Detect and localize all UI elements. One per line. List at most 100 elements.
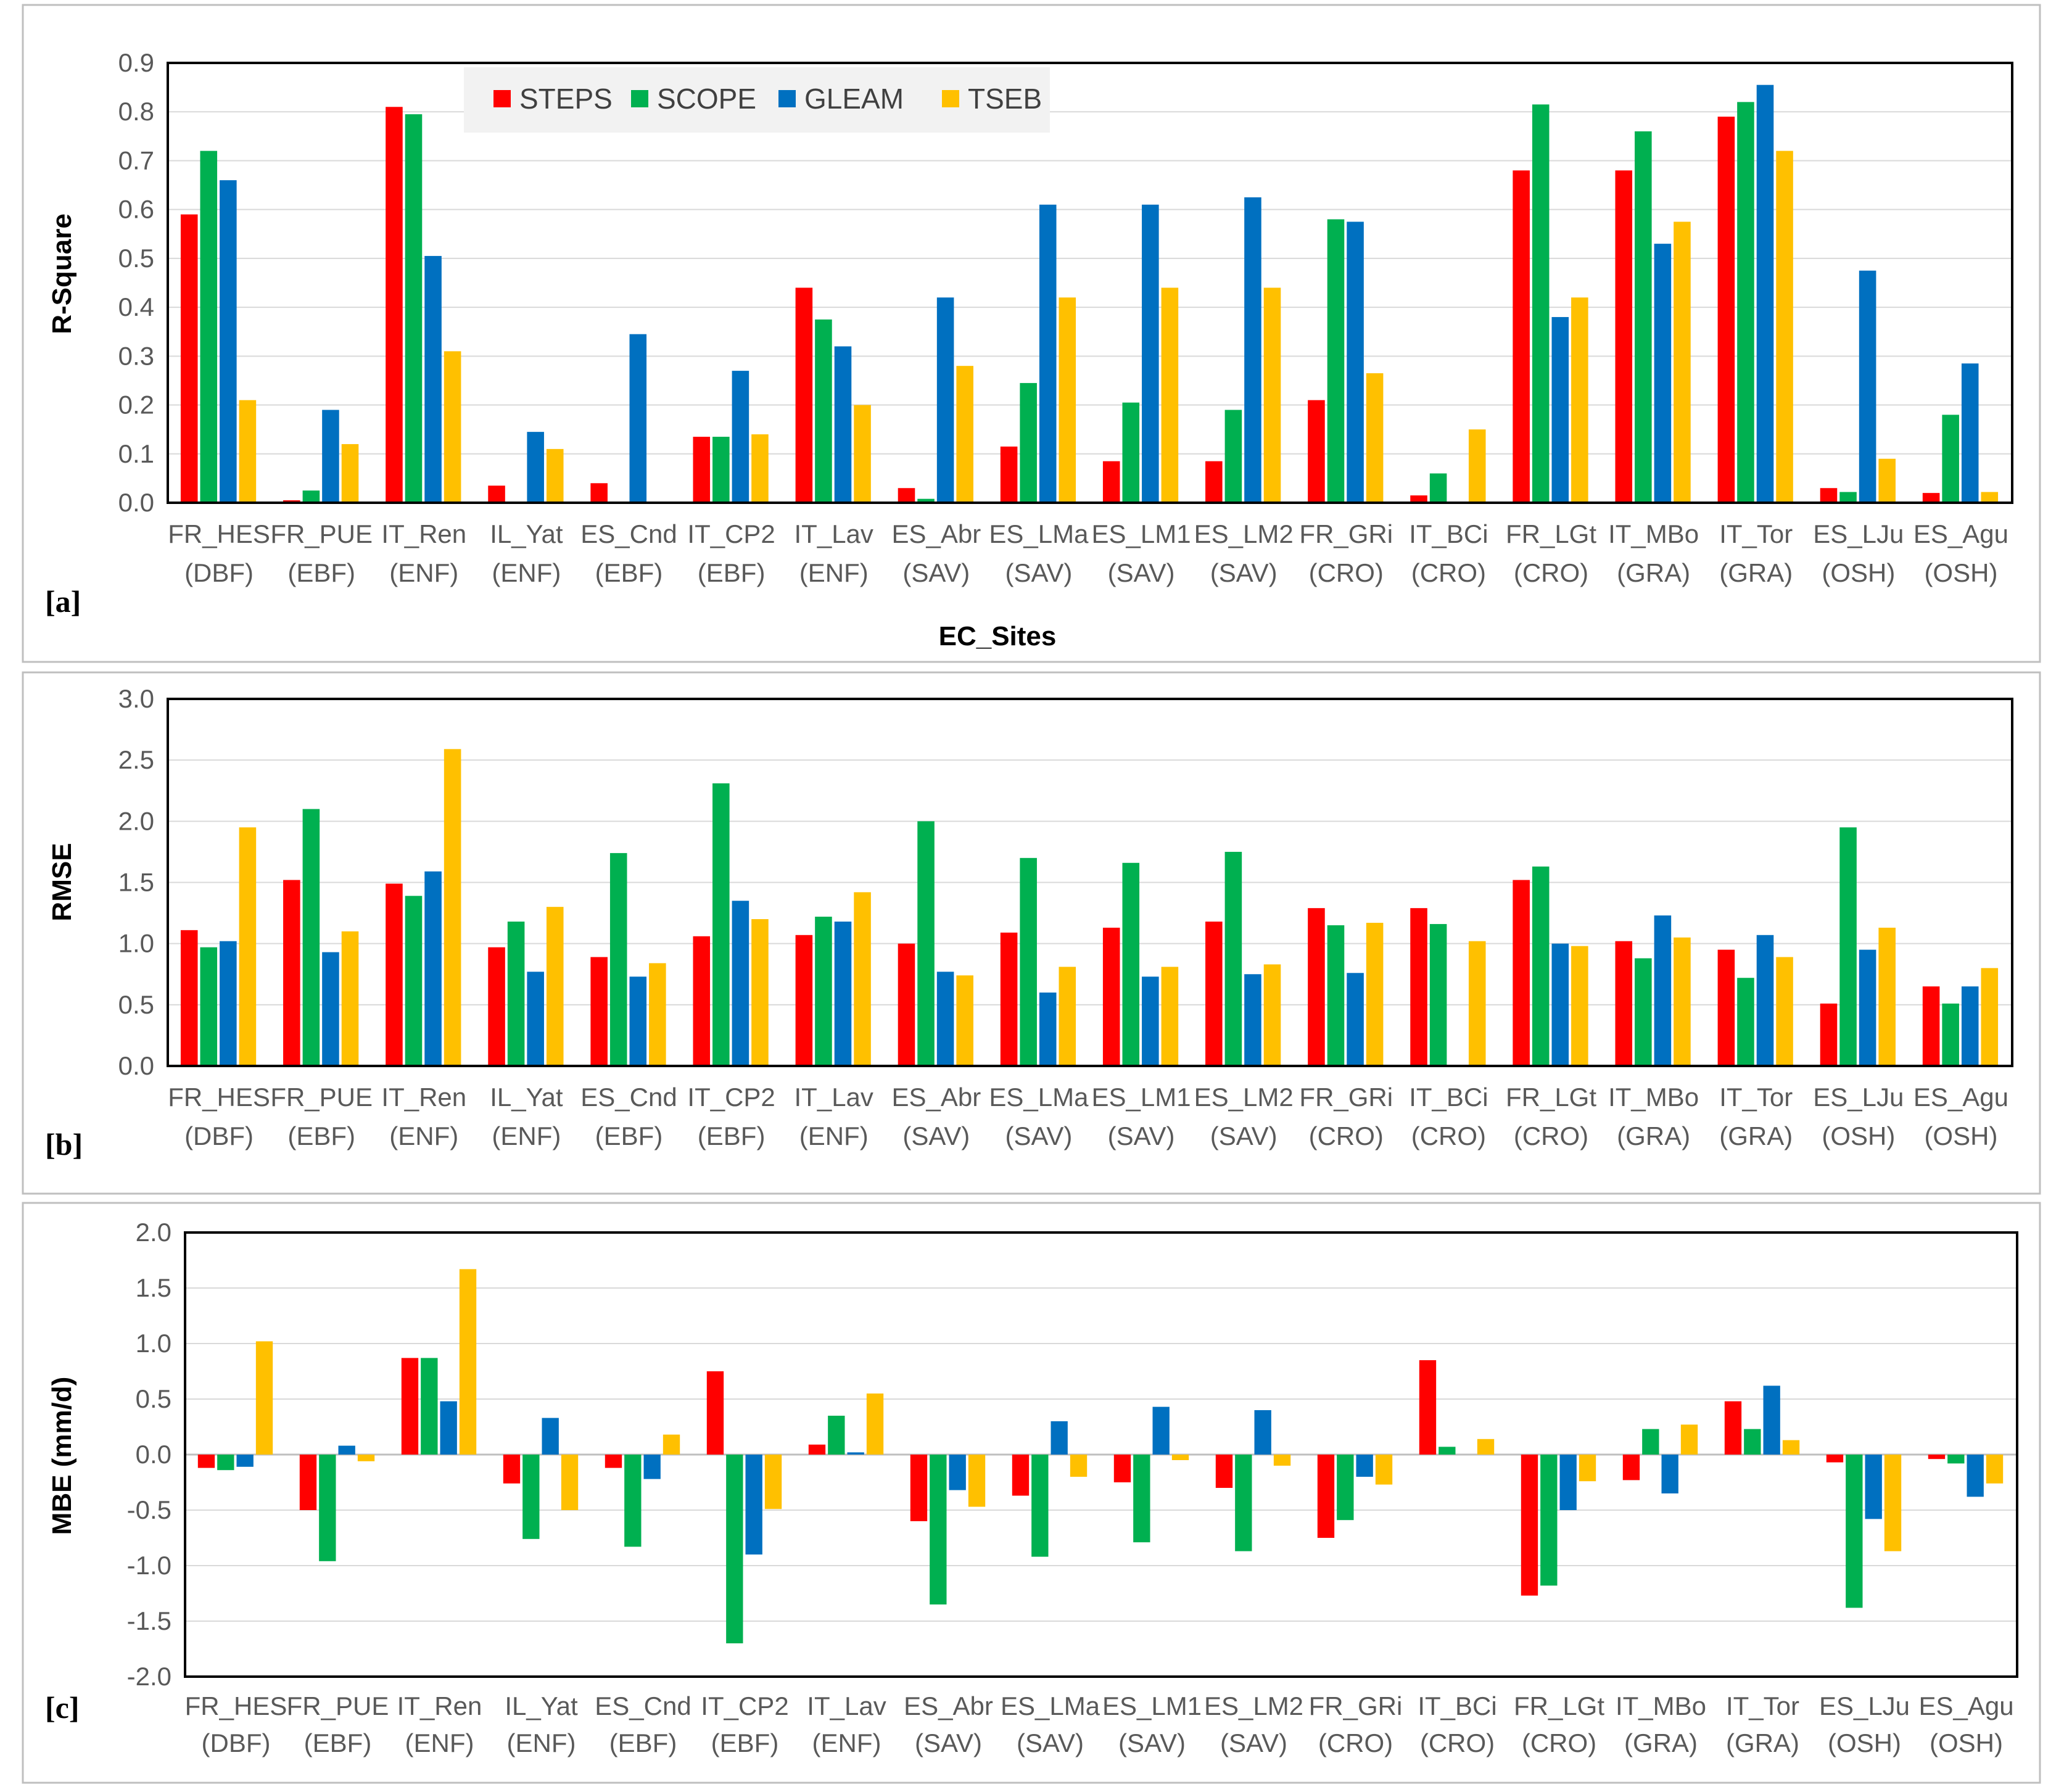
bar-c-scope-fr_hes: [217, 1455, 234, 1471]
bar-a-gleam-fr_gri: [1347, 221, 1364, 503]
panel-b-y-tick-label: 2.5: [118, 745, 154, 774]
panel-b-category-type: (GRA): [1719, 1121, 1793, 1150]
bar-a-tseb-es_abr: [956, 366, 973, 503]
bar-c-scope-fr_gri: [1337, 1455, 1354, 1521]
bar-a-tseb-fr_gri: [1366, 373, 1384, 503]
bar-a-scope-es_lm1: [1122, 402, 1140, 503]
bar-b-scope-it_mbo: [1635, 958, 1652, 1066]
bar-b-gleam-es_lju: [1859, 949, 1876, 1066]
bar-a-steps-it_ren: [386, 107, 403, 503]
bar-b-scope-it_ren: [405, 896, 423, 1066]
panel-b-category-type: (CRO): [1411, 1121, 1486, 1150]
bar-b-scope-il_yat: [507, 921, 525, 1066]
bar-c-gleam-es_lm1: [1152, 1406, 1170, 1455]
bar-c-gleam-il_yat: [542, 1418, 559, 1455]
bar-c-steps-it_ren: [401, 1358, 419, 1455]
bar-c-tseb-fr_hes: [255, 1341, 273, 1455]
bar-c-tseb-it_ren: [459, 1269, 477, 1455]
bar-a-tseb-es_lju: [1878, 458, 1896, 503]
panel-c-bars: [197, 1269, 2004, 1643]
panel-c-category-label: ES_LJu: [1819, 1691, 1910, 1720]
panel-b-category-type: (OSH): [1924, 1121, 1997, 1150]
panel-a-y-tick-label: 0.3: [118, 341, 154, 370]
legend-label-tseb: TSEB: [968, 83, 1042, 115]
bar-c-scope-it_cp2: [726, 1455, 743, 1643]
panel-b-category-type: (EBF): [595, 1121, 663, 1150]
bar-b-steps-it_lav: [795, 935, 813, 1066]
panel-a-y-tick-label: 0.5: [118, 244, 154, 273]
panel-c-category-label: ES_Cnd: [595, 1691, 691, 1720]
panel-c-category-type: (ENF): [812, 1728, 881, 1757]
panel-a-category-label: ES_LMa: [989, 519, 1089, 548]
panel-a-y-tick-label: 0.8: [118, 97, 154, 126]
panel-a-category-type: (GRA): [1719, 558, 1793, 587]
bar-a-steps-it_tor: [1717, 117, 1735, 503]
bar-a-scope-it_ren: [405, 114, 423, 503]
bar-b-gleam-fr_pue: [322, 952, 339, 1066]
panel-c-y-tick-label: -1.0: [127, 1551, 171, 1580]
panel-a-category-label: IT_Tor: [1719, 519, 1793, 548]
panel-c-category-label: IT_Ren: [397, 1691, 482, 1720]
bar-b-gleam-it_cp2: [732, 901, 749, 1066]
bar-b-tseb-il_yat: [546, 907, 564, 1066]
bar-c-scope-es_lma: [1031, 1455, 1049, 1557]
bar-b-gleam-fr_hes: [220, 941, 237, 1066]
bar-c-tseb-fr_pue: [357, 1455, 375, 1461]
panel-a-category-label: ES_LM2: [1194, 519, 1294, 548]
bar-b-tseb-fr_gri: [1366, 922, 1384, 1066]
bar-b-gleam-it_ren: [424, 871, 442, 1066]
bar-c-scope-it_mbo: [1642, 1429, 1659, 1455]
bar-c-steps-es_lm1: [1113, 1455, 1131, 1482]
panel-a-category-label: ES_Agu: [1913, 519, 2008, 548]
legend-swatch-scope: [631, 90, 648, 107]
panel-b-y-tick-label: 1.5: [118, 868, 154, 897]
bar-b-steps-it_mbo: [1615, 941, 1633, 1066]
bar-c-scope-es_lm2: [1235, 1455, 1252, 1551]
panel-c-plot-border: [184, 1231, 2018, 1678]
bar-a-steps-fr_hes: [180, 214, 198, 503]
bar-c-tseb-es_agu: [1986, 1455, 2004, 1484]
bar-c-tseb-it_bci: [1477, 1439, 1495, 1455]
bar-c-tseb-es_cnd: [663, 1434, 680, 1455]
bar-c-tseb-it_tor: [1782, 1440, 1800, 1455]
bar-b-tseb-it_mbo: [1674, 937, 1691, 1066]
bar-b-tseb-it_ren: [444, 749, 461, 1066]
panel-b-y-ticks: 0.0 0.5 1.0 1.5 2.0 2.5 3.0: [118, 684, 154, 1080]
panel-b-category-type: (OSH): [1822, 1121, 1895, 1150]
bar-c-tseb-it_cp2: [764, 1455, 782, 1509]
bar-c-steps-fr_gri: [1317, 1455, 1335, 1538]
bar-a-steps-es_abr: [898, 488, 915, 503]
panel-b-category-type: (CRO): [1514, 1121, 1588, 1150]
panel-a-category-label: IT_Lav: [795, 519, 873, 548]
panel-a: 0.0 0.1 0.2 0.3 0.4 0.5 0.6 0.7 0.8 0.9 FR_HES (DB…: [22, 4, 2041, 663]
panel-c-category-label: IT_Tor: [1726, 1691, 1799, 1720]
panel-a-category-type: (SAV): [902, 558, 970, 587]
bar-a-gleam-il_yat: [527, 432, 544, 503]
panel-b-y-tick-label: 0.5: [118, 990, 154, 1019]
bar-a-gleam-it_lav: [834, 346, 852, 503]
panel-a-y-tick-label: 0.2: [118, 390, 154, 419]
panel-b-category-label: ES_LM2: [1194, 1083, 1294, 1112]
bar-b-steps-es_cnd: [590, 957, 608, 1066]
panel-b-y-axis-label: RMSE: [47, 843, 77, 921]
bar-a-gleam-it_tor: [1756, 85, 1774, 503]
panel-a-y-ticks: 0.0 0.1 0.2 0.3 0.4 0.5 0.6 0.7 0.8 0.9: [118, 48, 154, 517]
bar-a-gleam-es_lju: [1859, 270, 1876, 503]
panel-b-category-type: (SAV): [1005, 1121, 1072, 1150]
panel-b-category-label: FR_PUE: [270, 1083, 373, 1112]
bar-a-gleam-es_lm2: [1244, 197, 1261, 503]
bar-c-gleam-es_lju: [1865, 1455, 1882, 1519]
panel-a-x-axis-label: EC_Sites: [939, 621, 1057, 651]
panel-c-category-label: IT_MBo: [1616, 1691, 1706, 1720]
bar-b-scope-es_cnd: [609, 853, 627, 1066]
bar-c-gleam-es_cnd: [643, 1455, 661, 1479]
bar-b-steps-es_lm1: [1102, 927, 1120, 1066]
bar-a-scope-it_lav: [815, 319, 832, 503]
panel-a-category-type: (ENF): [799, 558, 869, 587]
bar-c-steps-es_cnd: [605, 1455, 622, 1468]
bar-b-scope-fr_hes: [200, 947, 218, 1066]
bar-b-steps-it_bci: [1410, 908, 1427, 1066]
bar-c-scope-fr_lgt: [1540, 1455, 1558, 1586]
bar-c-scope-it_lav: [828, 1416, 845, 1455]
